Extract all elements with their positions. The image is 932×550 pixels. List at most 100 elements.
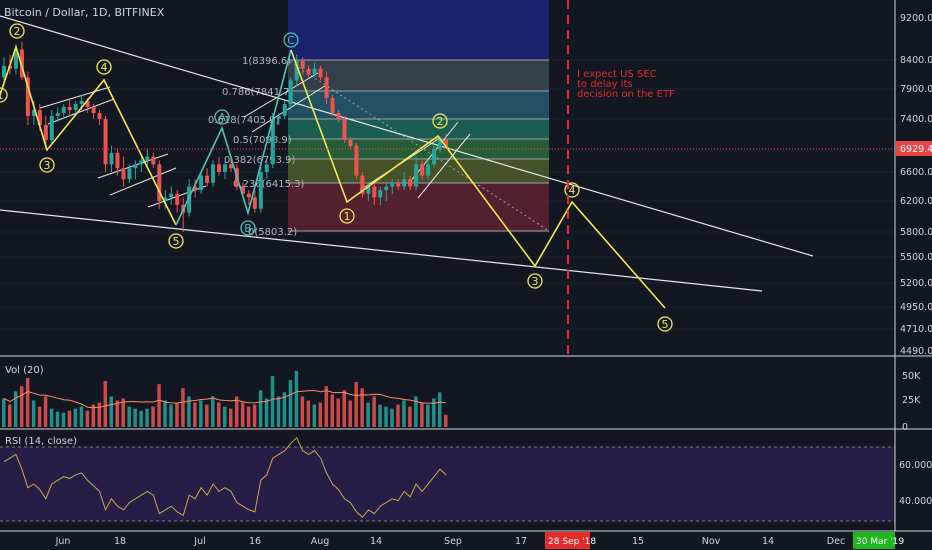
volume-bar [432, 398, 436, 427]
fib-zone-0618 [288, 119, 549, 139]
volume-tick-label: 50K [902, 371, 921, 382]
candle-body [163, 197, 168, 201]
fib-level-label: 0(5803.2) [248, 227, 297, 238]
candle-body [282, 104, 287, 116]
volume-bar [258, 390, 263, 427]
wave-label-3: 3 [527, 273, 543, 289]
price-tick-label: 6600.0 [900, 167, 932, 178]
volume-bars [2, 370, 448, 427]
candle-body [246, 193, 251, 198]
fib-retracement[interactable] [288, 0, 549, 231]
date-highlight-right-bg [853, 532, 895, 549]
elliott-waves[interactable] [0, 44, 666, 309]
candle-body [175, 193, 180, 205]
volume-bar [348, 400, 352, 427]
price-tick-label: 6200.0 [900, 196, 932, 207]
price-tick-label: 4950.0 [900, 302, 932, 313]
candle-body [276, 116, 281, 119]
fib-level-label: 0.618(7405.9) [208, 115, 280, 126]
volume-bar [103, 381, 108, 427]
candle-body [390, 182, 395, 187]
time-tick-label: 14 [370, 536, 382, 547]
fib-zone-05 [288, 139, 549, 159]
volume-bar [97, 402, 102, 427]
candle-body [264, 164, 269, 172]
volume-bar [151, 406, 155, 427]
rsi-line [3, 436, 447, 519]
candle-body [193, 186, 198, 191]
annotation-line-2: to delay its [577, 79, 633, 90]
upper-trendline [0, 15, 814, 257]
chart-title: Bitcoin / Dollar, 1D, BITFINEX [4, 6, 165, 19]
price-tick-label: 5500.0 [900, 252, 932, 263]
candle-body [270, 119, 275, 165]
candle-body [258, 172, 263, 209]
trend-lines[interactable] [0, 15, 814, 292]
volume-bar [408, 406, 412, 427]
volume-bar [193, 402, 197, 427]
price-tick-label: 4710.0 [900, 324, 932, 335]
date-highlight-left-bg [545, 532, 590, 549]
rsi-tick-label: 40.0000 [899, 496, 932, 507]
candle-body [121, 168, 126, 180]
fib-level-label: 0.236(6415.3) [233, 179, 305, 190]
volume-axis-ticks: 50K 25K 0 [902, 371, 921, 433]
wave-path-abc [175, 49, 292, 226]
candle-body [199, 175, 204, 191]
time-axis-ticks[interactable]: Jun 18 Jul 16 Aug 14 Sep 17 15 Nov 14 Dec [55, 536, 846, 547]
volume-bar [61, 412, 66, 427]
candle-body [223, 164, 227, 172]
wave-path-past-yellow [0, 44, 177, 226]
volume-bar [139, 410, 143, 427]
candle-body [139, 160, 144, 165]
volume-bar [402, 400, 406, 427]
volume-bar [109, 396, 114, 427]
candle-body [396, 182, 401, 187]
time-tick-label: Dec [827, 536, 845, 547]
wave-label-1: 1 [0, 87, 8, 103]
candle-body [414, 164, 419, 187]
svg-text:A: A [218, 111, 226, 124]
price-axis-ticks[interactable]: 9200.08400.07900.07400.06900.06600.06200… [900, 13, 932, 357]
volume-bar [354, 382, 358, 427]
candle-body [288, 80, 293, 104]
candle-body [145, 156, 150, 161]
volume-bar [252, 404, 257, 427]
rsi-tick-label: 60.0000 [899, 460, 932, 471]
time-tick-label: 14 [762, 536, 774, 547]
date-highlight-right: 30 Mar '19 [856, 537, 904, 547]
wave-label-5: 5 [168, 233, 184, 249]
wave-label-2: 2 [9, 23, 25, 39]
volume-bar [25, 378, 30, 427]
candle-body [67, 107, 72, 110]
svg-text:1: 1 [344, 210, 351, 223]
date-highlight-left: 28 Sep '18 [548, 537, 596, 547]
candle-body [97, 113, 102, 119]
volume-bar [115, 400, 119, 427]
volume-bar [246, 406, 251, 427]
candle-body [324, 77, 329, 98]
candle-body [61, 107, 66, 113]
volume-bar [187, 396, 191, 427]
candle-body [115, 152, 120, 169]
candle-body [49, 116, 54, 140]
fib-level-label: 1(8396.6) [242, 56, 291, 67]
candle-body [408, 179, 413, 187]
volume-bar [396, 404, 400, 427]
candle-body [318, 68, 323, 78]
last-price-value: 6929.4 [900, 144, 932, 155]
candle-body [169, 193, 174, 198]
candle-body [13, 49, 18, 69]
volume-label: Vol (20) [5, 365, 44, 376]
candle-body [55, 113, 60, 116]
volume-bar [240, 402, 245, 427]
volume-bar [49, 408, 54, 427]
fib-projection-line [289, 61, 550, 232]
candle-body [294, 60, 299, 81]
volume-ma-line [3, 390, 447, 409]
volume-bar [55, 411, 60, 427]
time-tick-label: 16 [249, 536, 261, 547]
volume-bar [145, 408, 149, 427]
wave-label-2: 2 [432, 113, 448, 129]
candle-body [151, 156, 156, 165]
